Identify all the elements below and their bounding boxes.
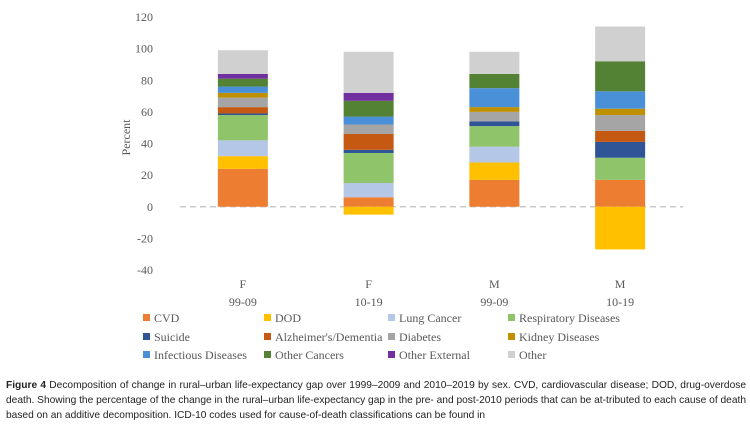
legend-swatch — [508, 333, 515, 340]
bar-segment — [343, 197, 394, 207]
x-axis-category-labels: F 99-09 F 10-19 M 99-09 M 10-19 — [229, 277, 634, 309]
legend-swatch — [508, 351, 515, 358]
figure-caption: Figure 4 Decomposition of change in rura… — [6, 378, 746, 423]
legend-swatch — [264, 314, 271, 321]
y-tick-label: 100 — [135, 42, 153, 56]
bar-segment — [343, 92, 394, 101]
bar-segment — [595, 130, 646, 142]
legend-label: Kidney Diseases — [519, 330, 600, 344]
legend-label: DOD — [275, 311, 301, 325]
bar-segment — [343, 134, 394, 150]
bar-segment — [343, 116, 394, 125]
y-tick-label: 20 — [141, 168, 153, 182]
bar-segment — [343, 124, 394, 135]
x-tick-label-period: 10-19 — [606, 295, 634, 309]
bar-segment — [595, 157, 646, 180]
bar-segment — [595, 115, 646, 131]
bar-segment — [595, 91, 646, 109]
bar-segment — [217, 115, 268, 141]
bar-segment — [469, 146, 520, 163]
legend-label: Other Cancers — [275, 348, 344, 362]
x-tick-label-period: 10-19 — [355, 295, 383, 309]
bar-segment — [343, 206, 394, 215]
legend-swatch — [143, 351, 150, 358]
x-tick-label-period: 99-09 — [480, 295, 508, 309]
bar-segment — [217, 168, 268, 207]
legend-swatch — [264, 333, 271, 340]
bar-segment — [469, 126, 520, 147]
y-tick-label: 60 — [141, 105, 153, 119]
bar-segment — [595, 108, 646, 116]
legend-label: Alzheimer's/Dementia — [275, 330, 383, 344]
bar-segment — [217, 113, 268, 116]
y-tick-label: 0 — [147, 200, 153, 214]
x-tick-label-sex: F — [365, 277, 372, 291]
y-tick-label: -20 — [137, 231, 153, 245]
bar-segment — [469, 121, 520, 127]
bar-segment — [343, 100, 394, 117]
y-axis-label: Percent — [119, 119, 133, 156]
bar-segment — [343, 183, 394, 198]
y-tick-label: 80 — [141, 73, 153, 87]
bar-segment — [217, 78, 268, 87]
bar-segment — [217, 73, 268, 79]
bar-stacks — [217, 26, 646, 250]
bar-segment — [469, 179, 520, 207]
legend-swatch — [143, 333, 150, 340]
bar-segment — [469, 111, 520, 122]
legend-label: Diabetes — [399, 330, 441, 344]
bar-segment — [217, 86, 268, 93]
y-tick-label: 40 — [141, 137, 153, 151]
legend-swatch — [264, 351, 271, 358]
caption-text: Decomposition of change in rural–urban l… — [6, 380, 746, 421]
bar-segment — [469, 88, 520, 108]
bar-segment — [343, 51, 394, 93]
legend-label: Respiratory Diseases — [519, 311, 620, 325]
legend-swatch — [388, 351, 395, 358]
bar-segment — [217, 156, 268, 169]
bar-segment — [595, 26, 646, 62]
stacked-bar-chart: -40 -20 0 20 40 60 80 100 120 Percent F 99-09 F 10-… — [119, 10, 683, 362]
bar-segment — [217, 107, 268, 114]
legend-label: Suicide — [154, 330, 190, 344]
legend-label: Other External — [399, 348, 471, 362]
legend: CVD DOD Lung Cancer Respiratory Diseases Sui… — [143, 311, 620, 362]
y-tick-label: -40 — [137, 263, 153, 277]
bar-segment — [595, 61, 646, 92]
legend-label: Lung Cancer — [399, 311, 461, 325]
legend-label: Infectious Diseases — [154, 348, 247, 362]
bar-segment — [217, 92, 268, 98]
legend-label: Other — [519, 348, 546, 362]
bar-segment — [469, 51, 520, 74]
bar-segment — [217, 50, 268, 74]
x-tick-label-period: 99-09 — [229, 295, 257, 309]
x-tick-label-sex: M — [489, 277, 500, 291]
x-tick-label-sex: F — [240, 277, 247, 291]
y-tick-label: 120 — [135, 10, 153, 24]
bar-segment — [217, 97, 268, 108]
legend-swatch — [388, 314, 395, 321]
y-axis-ticks: -40 -20 0 20 40 60 80 100 120 — [135, 10, 153, 277]
bar-segment — [595, 179, 646, 207]
legend-swatch — [388, 333, 395, 340]
bar-segment — [595, 206, 646, 250]
legend-label: CVD — [154, 311, 180, 325]
bar-segment — [469, 107, 520, 112]
bar-segment — [469, 162, 520, 180]
figure-label: Figure 4 — [6, 380, 47, 391]
bar-segment — [469, 73, 520, 89]
legend-swatch — [143, 314, 150, 321]
legend-swatch — [508, 314, 515, 321]
x-tick-label-sex: M — [615, 277, 626, 291]
bar-segment — [343, 152, 394, 184]
bar-segment — [343, 149, 394, 153]
bar-segment — [595, 141, 646, 158]
bar-segment — [217, 140, 268, 157]
